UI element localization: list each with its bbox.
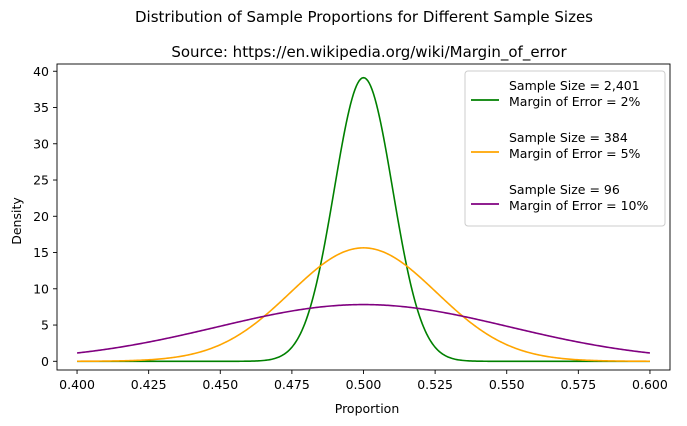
y-tick-label: 35 (33, 100, 49, 115)
y-tick-label: 5 (41, 318, 49, 333)
x-axis-label: Proportion (335, 401, 400, 416)
legend-label-3-line2: Margin of Error = 10% (509, 198, 648, 213)
legend-box (464, 70, 666, 227)
y-tick-label: 40 (33, 64, 49, 79)
y-tick-label: 10 (33, 281, 49, 296)
series-line-1 (77, 76, 650, 363)
y-tick-label: 20 (33, 209, 49, 224)
legend-label-1-line2: Margin of Error = 2% (509, 94, 641, 109)
series-line-2 (77, 247, 650, 363)
x-tick-label: 0.425 (131, 377, 167, 392)
y-tick-label: 15 (33, 245, 49, 260)
x-tick-label: 0.550 (489, 377, 525, 392)
chart-title: Source: https://en.wikipedia.org/wiki/Ma… (171, 43, 567, 62)
x-tick-label: 0.600 (632, 377, 668, 392)
y-axis-label: Density (9, 197, 24, 245)
legend-label-1-line1: Sample Size = 2,401 (509, 78, 640, 93)
x-tick-label: 0.500 (346, 377, 382, 392)
legend-label-2-line2: Margin of Error = 5% (509, 146, 641, 161)
plot-area: 0.400 0.425 0.450 0.475 0.500 0.525 0.550 0.575… (33, 63, 671, 392)
x-tick-label: 0.475 (274, 377, 310, 392)
x-tick-label: 0.450 (202, 377, 238, 392)
legend-label-2-line1: Sample Size = 384 (509, 130, 628, 145)
y-tick-label: 0 (41, 354, 49, 369)
legend-label-3-line1: Sample Size = 96 (509, 182, 620, 197)
y-tick-label: 25 (33, 173, 49, 188)
x-tick-label: 0.575 (560, 377, 596, 392)
y-tick-label: 30 (33, 136, 49, 151)
x-tick-label: 0.400 (59, 377, 95, 392)
series-line-3 (76, 303, 651, 354)
chart-suptitle: Distribution of Sample Proportions for D… (135, 8, 593, 26)
x-tick-label: 0.525 (417, 377, 453, 392)
